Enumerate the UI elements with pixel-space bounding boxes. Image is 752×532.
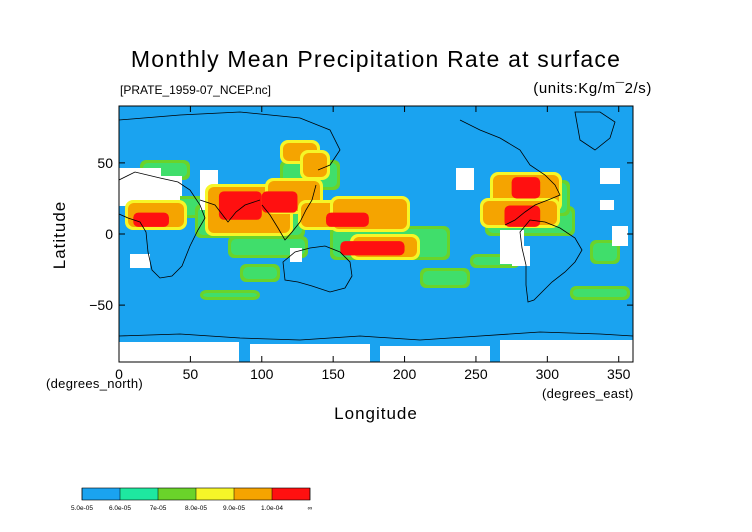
colorbar: 5.0e-05 6.0e-05 7e-05 8.0e-05 9.0e-05 1.0e-04… <box>71 487 313 512</box>
x-tick-label: 300 <box>536 366 560 382</box>
colorbar-label: 5.0e-05 <box>71 505 93 512</box>
extreme-precip-area <box>326 212 369 227</box>
x-tick-label: 50 <box>183 366 199 382</box>
x-tick-label: 200 <box>393 366 417 382</box>
units-label: (units:Kg/m¯2/s) <box>533 80 652 97</box>
x-unit-label: (degrees_east) <box>542 386 634 401</box>
missing-data-cell <box>600 168 620 184</box>
coastline-greenland <box>574 111 616 151</box>
missing-data-cell <box>500 340 633 362</box>
extreme-precip-area <box>504 205 541 227</box>
x-tick-label: 350 <box>607 366 631 382</box>
x-tick-label: 100 <box>250 366 274 382</box>
colorbar-label: 1.0e-04 <box>261 505 283 512</box>
colorbar-swatch <box>82 488 120 500</box>
coastline-se-asia <box>261 184 317 241</box>
moderate-precip-area <box>243 267 277 279</box>
missing-data-cell <box>130 254 150 268</box>
missing-data-cell <box>456 168 474 190</box>
x-tick-label: 150 <box>321 366 345 382</box>
colorbar-swatch <box>196 488 234 500</box>
colorbar-label: 7e-05 <box>150 505 167 512</box>
colorbar-label: 8.0e-05 <box>185 505 207 512</box>
axes: 0 50 100 150 200 250 300 350 50 0 −50 <box>89 106 633 382</box>
coastline-india <box>199 199 261 223</box>
missing-data-cell <box>380 346 490 362</box>
extreme-precip-area <box>133 212 169 227</box>
source-file-label: [PRATE_1959-07_NCEP.nc] <box>120 83 271 97</box>
missing-data-cell <box>600 200 614 210</box>
colorbar-swatch <box>158 488 196 500</box>
colorbar-label: 6.0e-05 <box>109 505 131 512</box>
extreme-precip-area <box>261 191 298 213</box>
x-axis-label: Longitude <box>334 404 418 423</box>
y-unit-label: (degrees_north) <box>46 376 143 391</box>
colorbar-label: ∞ <box>308 505 313 512</box>
moderate-precip-area <box>573 289 627 297</box>
moderate-precip-area <box>423 271 467 285</box>
coastline-antarctica <box>119 331 633 341</box>
moderate-precip-area <box>231 239 305 255</box>
extreme-precip-layer <box>133 177 541 256</box>
moderate-precip-area <box>203 293 257 297</box>
extreme-precip-area <box>340 241 405 256</box>
missing-data-cell <box>250 344 370 362</box>
missing-data-cell <box>290 248 302 262</box>
missing-data-cell <box>119 342 239 362</box>
missing-data-cell <box>612 226 628 246</box>
colorbar-label: 9.0e-05 <box>223 505 245 512</box>
extreme-precip-area <box>218 191 262 220</box>
coastline-asia-north <box>119 111 341 171</box>
chart-title: Monthly Mean Precipitation Rate at surfa… <box>130 46 622 72</box>
coastline-australia <box>282 245 353 293</box>
x-tick-label: 250 <box>464 366 488 382</box>
high-precip-area <box>303 153 327 177</box>
colorbar-swatch <box>120 488 158 500</box>
x-tick-label: 0 <box>115 366 123 382</box>
coastline-africa <box>119 171 206 279</box>
y-tick-label: 0 <box>105 226 113 242</box>
y-tick-label: −50 <box>89 297 113 313</box>
y-tick-label: 50 <box>97 155 113 171</box>
coastline-layer <box>119 111 633 341</box>
moderate-precip-area <box>593 243 617 261</box>
colorbar-swatch <box>234 488 272 500</box>
missing-data-cell <box>512 246 530 266</box>
coastline-north-america <box>459 119 561 226</box>
extreme-precip-area <box>511 177 541 199</box>
coastline-south-america <box>519 219 583 303</box>
colorbar-swatch <box>272 488 310 500</box>
